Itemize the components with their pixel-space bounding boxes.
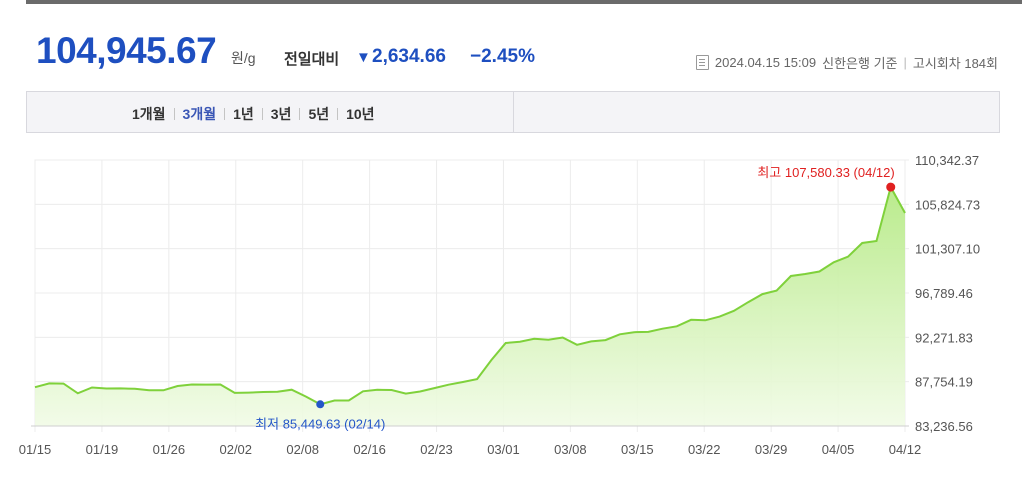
x-tick-label: 02/16 [353, 442, 386, 457]
tab-10year[interactable]: 10년 [346, 106, 375, 122]
y-tick-label: 105,824.73 [915, 197, 980, 212]
price-line [34, 184, 906, 406]
y-tick-label: 110,342.37 [915, 153, 979, 168]
x-tick-label: 03/01 [487, 442, 520, 457]
tabbar-divider [513, 92, 514, 132]
tab-1year[interactable]: 1년 [233, 106, 254, 122]
y-tick-label: 83,236.56 [915, 419, 973, 434]
x-tick-label: 01/26 [153, 442, 186, 457]
x-tick-label: 03/15 [621, 442, 654, 457]
compare-label: 전일대비 [284, 51, 340, 68]
tab-separator [173, 108, 175, 120]
x-tick-label: 02/08 [286, 442, 319, 457]
x-tick-label: 04/05 [822, 442, 855, 457]
x-tick-label: 02/02 [219, 442, 252, 457]
meta-separator: | [903, 55, 907, 70]
x-tick-label: 03/22 [688, 442, 721, 457]
change-value: 2,634.66 [372, 46, 446, 67]
timestamp: 2024.04.15 15:09 [714, 55, 817, 70]
current-price: 104,945.67 [36, 30, 217, 71]
min-point [316, 400, 325, 409]
tab-5year[interactable]: 5년 [308, 106, 330, 122]
y-tick-label: 101,307.10 [915, 242, 980, 257]
max-point [886, 182, 896, 192]
price-area [35, 187, 905, 426]
tab-3month[interactable]: 3개월 [182, 106, 217, 122]
top-border [26, 0, 1022, 4]
meta-info: 2024.04.15 15:09 신한은행 기준 | 고시회차 184회 [695, 53, 998, 72]
down-arrow-icon: ▼ [356, 49, 371, 66]
x-tick-label: 03/08 [554, 442, 587, 457]
y-tick-label: 92,271.83 [915, 330, 973, 345]
notice-count: 고시회차 184회 [912, 56, 998, 71]
tab-separator [224, 108, 226, 120]
tab-separator [261, 108, 263, 120]
document-icon [695, 55, 709, 70]
min-label: 최저 85,449.63 (02/14) [255, 416, 385, 431]
source-label: 신한은행 기준 [822, 56, 898, 71]
period-tabbar: 1개월 3개월 1년 3년 5년 10년 [26, 91, 1000, 133]
x-tick-label: 03/29 [755, 442, 788, 457]
tab-1month[interactable]: 1개월 [132, 106, 166, 122]
x-tick-label: 02/23 [420, 442, 453, 457]
tab-separator [299, 108, 301, 120]
change-percent: −2.45% [470, 46, 535, 67]
price-unit: 원/g [231, 50, 256, 66]
x-tick-label: 01/19 [86, 442, 119, 457]
price-chart: 110,342.37 105,824.73 101,307.10 96,789.46 9… [19, 153, 980, 457]
x-tick-label: 04/12 [889, 442, 922, 457]
max-label: 최고 107,580.33 (04/12) [757, 165, 894, 180]
tab-3year[interactable]: 3년 [270, 106, 292, 122]
tab-separator [337, 108, 339, 120]
period-tabs: 1개월 3개월 1년 3년 5년 10년 [124, 104, 383, 124]
y-tick-label: 96,789.46 [915, 286, 973, 301]
y-tick-label: 87,754.19 [915, 375, 973, 390]
x-tick-label: 01/15 [19, 442, 52, 457]
